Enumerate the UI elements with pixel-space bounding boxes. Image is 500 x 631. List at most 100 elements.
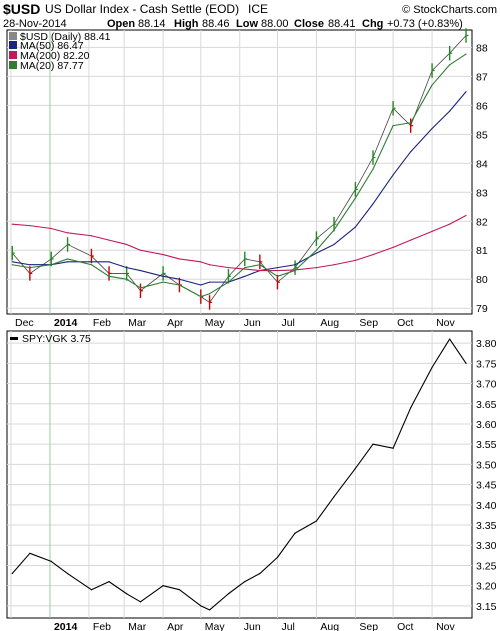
- x-tick-label: Jul: [281, 621, 294, 631]
- x-tick-label: Mar: [128, 317, 147, 329]
- point-spy-vgk: [200, 605, 202, 607]
- x-tick-label: Aug: [320, 621, 339, 631]
- point-ma-50: [294, 264, 296, 266]
- point-ma-20: [162, 281, 164, 283]
- point-ma-200: [139, 249, 142, 251]
- point-ma-50: [200, 284, 202, 286]
- point-ma-200: [410, 239, 412, 241]
- point-ma-200: [449, 223, 451, 225]
- x-tick-label: Dec: [15, 317, 34, 329]
- ratio-legend-swatch: [10, 337, 18, 340]
- point-ma-50: [315, 252, 318, 254]
- close-label: Close: [294, 18, 324, 30]
- point-ma-50: [162, 275, 164, 277]
- price-panel-x-axis: Dec 2014 Feb Mar Apr May Jun Jul Aug Sep Oct Nov: [15, 317, 455, 329]
- point-ma-200: [178, 258, 181, 260]
- point-ma-50: [333, 243, 335, 246]
- open-label: Open: [107, 18, 135, 30]
- y-tick-label: 3.70: [476, 379, 497, 391]
- point-spy-vgk: [259, 572, 261, 575]
- point-ma-200: [392, 246, 394, 248]
- x-tick-label: 2014: [54, 621, 78, 631]
- point-ma-50: [11, 261, 13, 263]
- ma20-legend-swatch: [9, 61, 17, 69]
- x-tick-label: Oct: [397, 621, 413, 631]
- point-spy-vgk: [139, 601, 142, 603]
- point-spy-vgk: [431, 366, 433, 368]
- y-tick-label: 3.15: [476, 601, 497, 613]
- y-tick-label: 85: [476, 129, 488, 141]
- point-ma-20: [333, 229, 335, 231]
- line-ma-50: [12, 91, 467, 286]
- y-tick-label: 3.35: [476, 520, 497, 532]
- ratio-panel-y-axis: 3.15 3.20 3.25 3.30 3.35 3.40 3.45 3.50 3.55 3.60…: [476, 338, 497, 613]
- price-panel-legend: $USD (Daily) 88.41 MA(50) 86.47 MA(200) …: [9, 31, 111, 72]
- line-ma-20: [12, 53, 467, 298]
- point-ma-200: [244, 268, 246, 270]
- point-ma-50: [276, 267, 279, 269]
- point-ma-50: [178, 278, 181, 280]
- x-tick-label: Aug: [320, 317, 339, 329]
- y-tick-label: 84: [476, 158, 488, 170]
- x-tick-label: Feb: [93, 621, 111, 631]
- point-ma-50: [431, 127, 433, 130]
- price-close-line: [11, 35, 467, 303]
- y-tick-label: 3.30: [476, 540, 497, 552]
- point-ma-50: [208, 281, 211, 283]
- point-spy-vgk: [294, 532, 296, 534]
- point-ma-200: [259, 269, 261, 272]
- point-spy-vgk: [11, 572, 13, 575]
- point-ma-20: [227, 281, 230, 283]
- x-tick-label: 2014: [54, 317, 78, 329]
- y-tick-label: 83: [476, 187, 488, 199]
- point-ma-50: [392, 174, 394, 176]
- point-ma-20: [200, 296, 202, 298]
- point-spy-vgk: [465, 362, 467, 364]
- legend-ma50: MA(50) 86.47: [20, 40, 84, 52]
- point-spy-vgk: [276, 556, 279, 558]
- chg-label: Chg: [362, 18, 383, 30]
- series-ma-50: [11, 91, 467, 286]
- point-ma-200: [50, 227, 52, 230]
- x-tick-label: Apr: [167, 621, 184, 631]
- point-ma-200: [465, 214, 467, 217]
- series-spy-vgk: [11, 338, 467, 611]
- y-tick-label: 87: [476, 71, 488, 83]
- point-ma-50: [372, 203, 374, 205]
- price-panel-grid: [7, 30, 472, 314]
- x-tick-label: Nov: [436, 621, 455, 631]
- point-ma-200: [126, 243, 128, 246]
- y-tick-label: 3.20: [476, 581, 497, 593]
- x-tick-label: Jun: [244, 621, 261, 631]
- point-ma-20: [29, 267, 31, 269]
- point-ma-200: [333, 264, 335, 266]
- point-ma-200: [431, 230, 433, 233]
- point-spy-vgk: [315, 520, 318, 522]
- y-tick-label: 3.40: [476, 500, 497, 512]
- point-ma-20: [126, 278, 128, 280]
- point-spy-vgk: [392, 447, 394, 449]
- quote-date: 28-Nov-2014: [3, 18, 67, 30]
- point-ma-20: [178, 284, 181, 286]
- y-tick-label: 81: [476, 245, 488, 257]
- x-tick-label: May: [205, 621, 226, 631]
- point-ma-20: [108, 275, 110, 277]
- point-ma-20: [392, 125, 394, 127]
- point-ma-200: [29, 225, 31, 227]
- x-tick-label: Feb: [93, 317, 111, 329]
- y-tick-label: 3.60: [476, 419, 497, 431]
- point-ma-50: [465, 91, 467, 93]
- point-ma-50: [139, 269, 142, 272]
- price-panel-series: [11, 28, 469, 310]
- legend-ratio: SPY:VGK 3.75: [22, 333, 91, 345]
- x-tick-label: Sep: [359, 317, 378, 329]
- high-value: 88.46: [202, 18, 230, 30]
- y-tick-label: 3.75: [476, 358, 497, 370]
- y-tick-label: 80: [476, 274, 488, 286]
- point-ma-200: [227, 267, 230, 269]
- point-ma-200: [276, 269, 279, 272]
- point-ma-20: [50, 264, 52, 266]
- symbol-label: $USD: [3, 1, 40, 17]
- ratio-panel-series: [11, 338, 467, 611]
- series-ma-20: [11, 53, 467, 298]
